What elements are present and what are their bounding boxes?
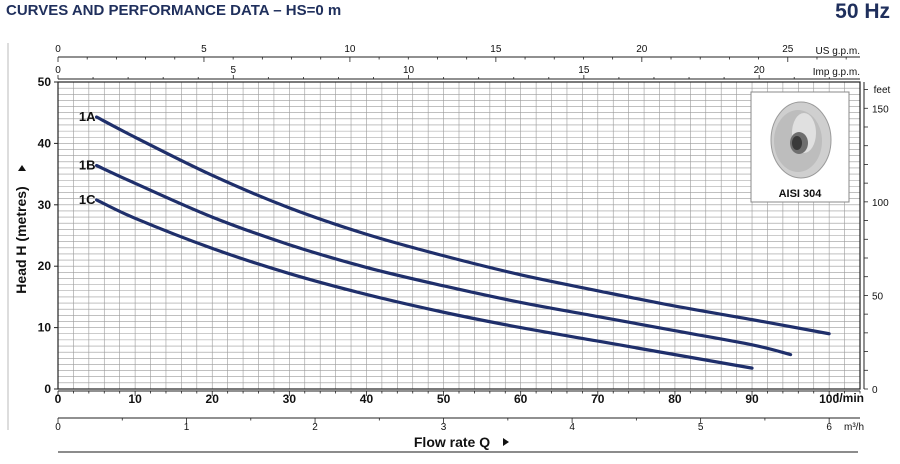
top-axis-us-tick-label: 25 [782, 44, 794, 55]
plot-frame [57, 81, 861, 390]
chart-title: CURVES AND PERFORMANCE DATA – HS=0 m [6, 2, 342, 19]
impeller-icon [770, 101, 832, 179]
impeller-inset: AISI 304 [750, 91, 850, 203]
right-axis-unit: feet [874, 85, 891, 96]
right-axis-tick-label: 150 [872, 104, 889, 115]
y-tick-label: 50 [38, 75, 52, 89]
x-tick-label: 30 [283, 392, 297, 406]
grid [58, 82, 860, 389]
series-label-1a: 1A [79, 109, 96, 124]
series-line-1a [94, 115, 831, 336]
axes [54, 56, 868, 423]
x-tick-label: 90 [745, 392, 759, 406]
m3h-axis-tick-label: 1 [184, 422, 190, 433]
top-axis-imp-unit: Imp g.p.m. [813, 67, 860, 78]
x-axis-arrow-icon [503, 438, 509, 446]
x-tick-label: 20 [206, 392, 220, 406]
top-axis-imp-tick-label: 0 [55, 65, 61, 76]
series-line-1c [94, 198, 754, 370]
right-axis-tick-label: 100 [872, 198, 889, 209]
m3h-axis-tick-label: 4 [569, 422, 575, 433]
x-tick-label: 10 [128, 392, 142, 406]
m3h-axis-tick-label: 2 [312, 422, 318, 433]
y-axis-arrow-icon [18, 165, 26, 171]
m3h-axis-tick-label: 0 [55, 422, 61, 433]
m3h-axis-unit: m³/h [844, 422, 864, 433]
x-tick-label: 60 [514, 392, 528, 406]
top-axis-us-tick-label: 20 [636, 44, 648, 55]
y-tick-label: 20 [38, 259, 52, 273]
series-line-1b [94, 163, 793, 357]
x-tick-label: 40 [360, 392, 374, 406]
x-tick-label: 70 [591, 392, 605, 406]
y-tick-label: 0 [44, 382, 51, 396]
top-axis-imp-tick-label: 15 [578, 65, 590, 76]
x-tick-label: 50 [437, 392, 451, 406]
frequency-label: 50 Hz [835, 0, 890, 23]
m3h-axis-tick-label: 6 [826, 422, 832, 433]
x-tick-label: 100 [819, 392, 839, 406]
m3h-axis-tick-label: 3 [441, 422, 447, 433]
y-tick-label: 10 [38, 321, 52, 335]
top-axis-us-unit: US g.p.m. [816, 46, 860, 57]
right-axis-tick-label: 0 [872, 385, 878, 396]
top-axis-us-tick-label: 15 [490, 44, 502, 55]
m3h-axis-tick-label: 5 [698, 422, 704, 433]
top-axis-imp-tick-label: 20 [754, 65, 766, 76]
series-label-1b: 1B [79, 158, 96, 173]
x-axis-unit: l/min [836, 391, 864, 405]
top-axis-imp-tick-label: 10 [403, 65, 415, 76]
inset-label: AISI 304 [779, 188, 823, 200]
x-tick-label: 80 [668, 392, 682, 406]
series-label-1c: 1C [79, 192, 96, 207]
y-tick-label: 30 [38, 198, 52, 212]
top-axis-us-tick-label: 10 [344, 44, 356, 55]
y-tick-label: 40 [38, 136, 52, 150]
y-axis-title: Head H (metres) [13, 186, 29, 293]
top-axis-imp-tick-label: 5 [231, 65, 237, 76]
x-axis-title: Flow rate Q [414, 434, 490, 450]
x-tick-label: 0 [55, 392, 62, 406]
top-axis-us-tick-label: 5 [201, 44, 207, 55]
curves [94, 115, 831, 370]
top-axis-us-tick-label: 0 [55, 44, 61, 55]
right-axis-tick-label: 50 [872, 291, 884, 302]
